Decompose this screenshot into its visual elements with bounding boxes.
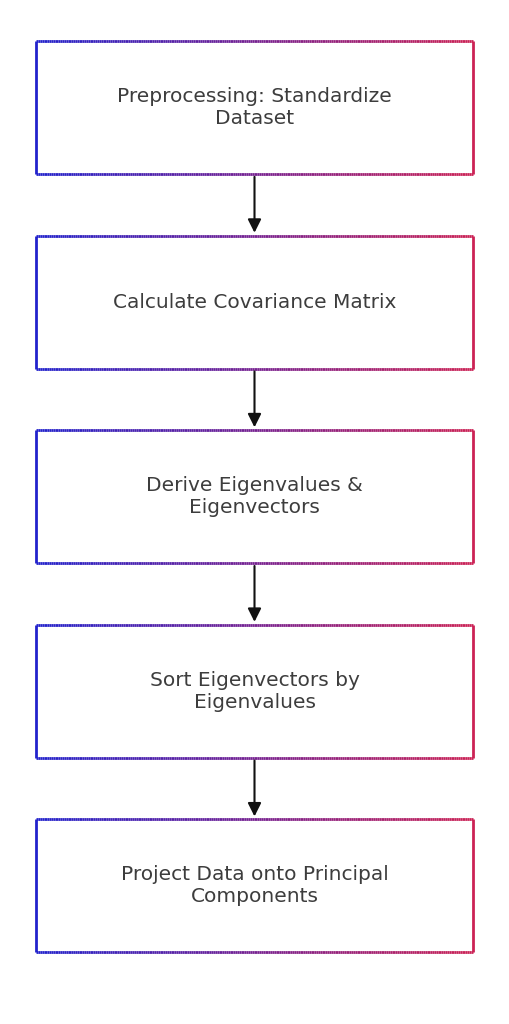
FancyBboxPatch shape [36, 41, 473, 174]
Text: Calculate Covariance Matrix: Calculate Covariance Matrix [113, 293, 396, 311]
FancyBboxPatch shape [36, 625, 473, 758]
Text: Sort Eigenvectors by
Eigenvalues: Sort Eigenvectors by Eigenvalues [150, 671, 359, 712]
Text: Preprocessing: Standardize
Dataset: Preprocessing: Standardize Dataset [117, 87, 392, 128]
FancyBboxPatch shape [36, 819, 473, 952]
FancyBboxPatch shape [36, 236, 473, 369]
Text: Derive Eigenvalues &
Eigenvectors: Derive Eigenvalues & Eigenvectors [146, 476, 363, 517]
Text: Project Data onto Principal
Components: Project Data onto Principal Components [121, 865, 388, 906]
FancyBboxPatch shape [36, 430, 473, 563]
